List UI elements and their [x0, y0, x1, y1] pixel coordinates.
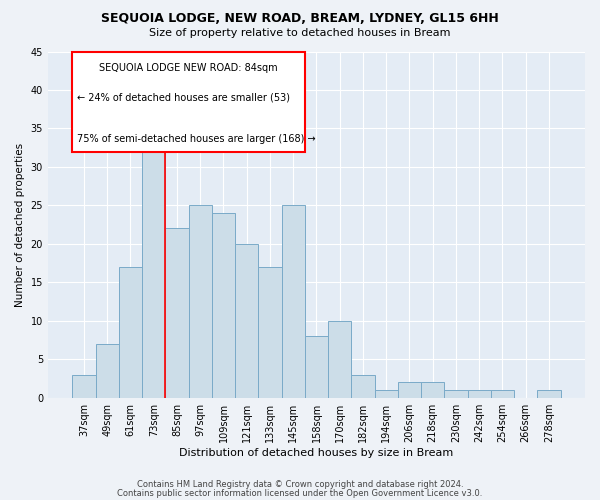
Bar: [235, 244, 259, 398]
Bar: [398, 382, 421, 398]
Text: Contains public sector information licensed under the Open Government Licence v3: Contains public sector information licen…: [118, 489, 482, 498]
Bar: [467, 390, 491, 398]
Text: 75% of semi-detached houses are larger (168) →: 75% of semi-detached houses are larger (…: [77, 134, 316, 144]
FancyBboxPatch shape: [73, 52, 305, 152]
Y-axis label: Number of detached properties: Number of detached properties: [15, 142, 25, 306]
Bar: [95, 344, 119, 398]
Text: Contains HM Land Registry data © Crown copyright and database right 2024.: Contains HM Land Registry data © Crown c…: [137, 480, 463, 489]
Text: Size of property relative to detached houses in Bream: Size of property relative to detached ho…: [149, 28, 451, 38]
Bar: [352, 374, 374, 398]
X-axis label: Distribution of detached houses by size in Bream: Distribution of detached houses by size …: [179, 448, 454, 458]
Bar: [166, 228, 188, 398]
Bar: [491, 390, 514, 398]
Text: SEQUOIA LODGE NEW ROAD: 84sqm: SEQUOIA LODGE NEW ROAD: 84sqm: [99, 63, 278, 73]
Bar: [142, 136, 166, 398]
Bar: [328, 321, 352, 398]
Bar: [538, 390, 560, 398]
Bar: [445, 390, 467, 398]
Bar: [119, 267, 142, 398]
Bar: [281, 206, 305, 398]
Bar: [259, 267, 281, 398]
Bar: [374, 390, 398, 398]
Bar: [212, 213, 235, 398]
Bar: [421, 382, 445, 398]
Bar: [188, 206, 212, 398]
Bar: [73, 374, 95, 398]
Text: ← 24% of detached houses are smaller (53): ← 24% of detached houses are smaller (53…: [77, 92, 290, 102]
Bar: [305, 336, 328, 398]
Text: SEQUOIA LODGE, NEW ROAD, BREAM, LYDNEY, GL15 6HH: SEQUOIA LODGE, NEW ROAD, BREAM, LYDNEY, …: [101, 12, 499, 26]
